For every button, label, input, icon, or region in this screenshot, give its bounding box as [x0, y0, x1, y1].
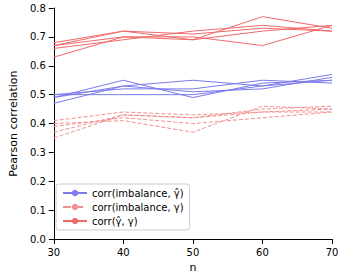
svg-text:corr(imbalance, γ): corr(imbalance, γ)	[92, 202, 184, 213]
svg-text:50: 50	[187, 247, 200, 258]
svg-text:Pearson correlation: Pearson correlation	[7, 70, 20, 176]
svg-text:70: 70	[326, 247, 339, 258]
svg-text:0.1: 0.1	[30, 205, 46, 216]
svg-text:0.6: 0.6	[30, 60, 46, 71]
svg-text:0.0: 0.0	[30, 234, 46, 245]
svg-text:0.7: 0.7	[30, 31, 46, 42]
svg-text:30: 30	[47, 247, 60, 258]
svg-text:0.3: 0.3	[30, 147, 46, 158]
svg-text:40: 40	[117, 247, 130, 258]
svg-text:corr(γ̂, γ): corr(γ̂, γ)	[92, 216, 138, 227]
svg-text:60: 60	[256, 247, 269, 258]
svg-text:n: n	[189, 261, 196, 274]
svg-text:0.8: 0.8	[30, 3, 46, 14]
svg-text:corr(imbalance, γ̂): corr(imbalance, γ̂)	[92, 188, 184, 199]
svg-text:0.4: 0.4	[30, 118, 46, 129]
svg-text:0.5: 0.5	[30, 89, 46, 100]
svg-text:0.2: 0.2	[30, 176, 46, 187]
